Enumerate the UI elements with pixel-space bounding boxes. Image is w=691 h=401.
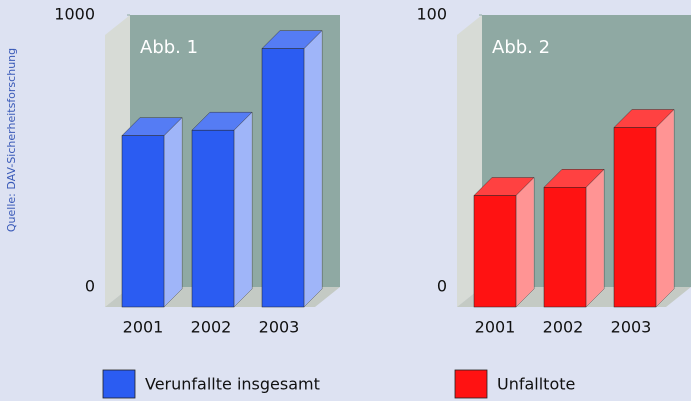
bar-side-shade [304, 30, 322, 307]
legend-swatch [454, 369, 488, 399]
x-tick-label: 2003 [611, 318, 652, 337]
y-tick-label: 0 [85, 277, 95, 296]
bar-side-shade [586, 169, 604, 307]
x-tick-label: 2003 [259, 318, 300, 337]
annotation: Abb. 2 [492, 37, 550, 58]
bar [543, 187, 587, 308]
bar [191, 129, 235, 308]
x-tick-label: 2002 [191, 318, 232, 337]
legend-label: Unfalltote [497, 375, 575, 394]
y-tick-label: 100 [416, 5, 447, 24]
x-tick-label: 2001 [475, 318, 516, 337]
source: Quelle: DAV-Sicherheitsforschung [5, 48, 18, 232]
bar-side-shade [164, 117, 182, 307]
bar [121, 135, 165, 308]
x-tick-label: 2002 [543, 318, 584, 337]
bar-side-shade [656, 109, 674, 307]
annotation: Abb. 1 [140, 37, 198, 58]
bar [261, 48, 305, 308]
bar-side-shade [234, 112, 252, 307]
bar-top-shade [474, 177, 534, 196]
bar-top-shade [544, 169, 604, 188]
y-tick-label: 0 [437, 277, 447, 296]
legend-swatch [102, 369, 136, 399]
legend-label: Verunfallte insgesamt [145, 375, 320, 394]
bar-top-shade [122, 117, 182, 136]
x-tick-label: 2001 [123, 318, 164, 337]
bar-top-shade [262, 30, 322, 49]
bar-side-shade [516, 177, 534, 307]
bar-top-shade [614, 109, 674, 128]
bar [613, 127, 657, 308]
bar [473, 195, 517, 308]
bar-top-shade [192, 112, 252, 131]
y-tick-label: 1000 [54, 5, 95, 24]
